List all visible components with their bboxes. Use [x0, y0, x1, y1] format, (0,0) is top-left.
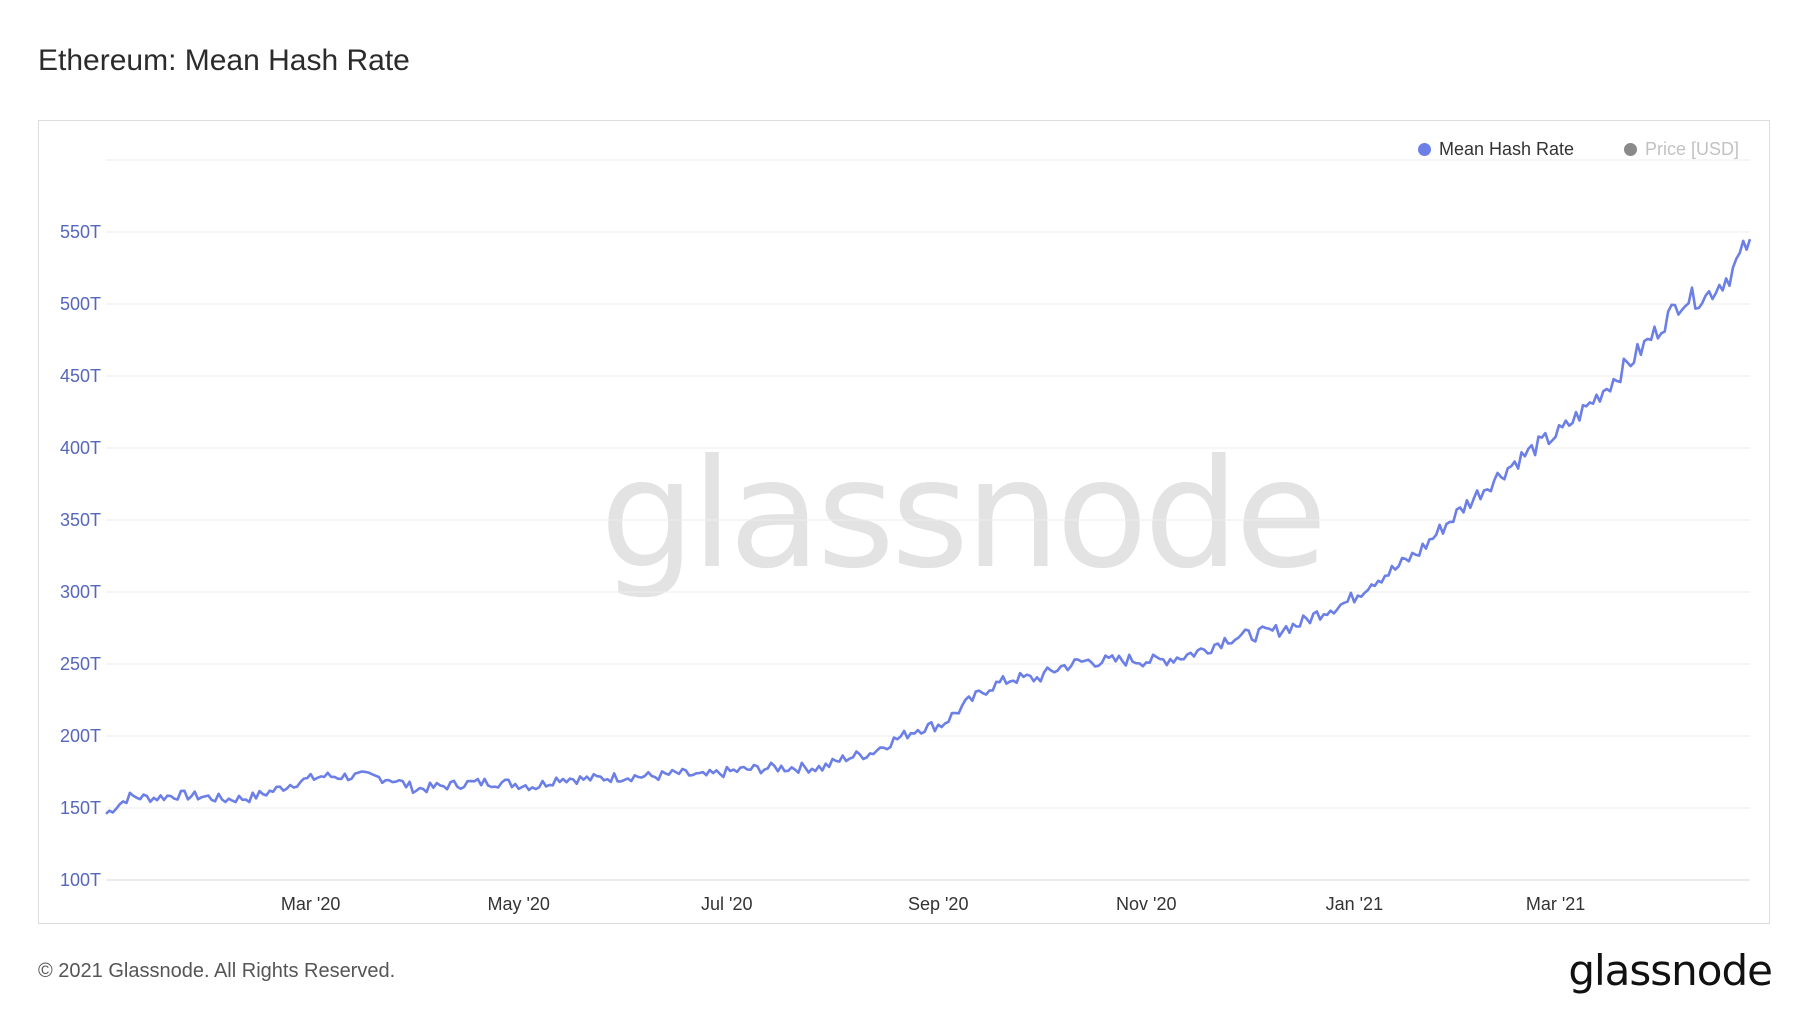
- y-tick-label: 450T: [60, 366, 101, 386]
- x-tick-label: Jan '21: [1326, 894, 1383, 914]
- x-tick-label: May '20: [487, 894, 549, 914]
- y-tick-label: 350T: [60, 510, 101, 530]
- y-tick-label: 300T: [60, 582, 101, 602]
- gridlines: [106, 159, 1750, 881]
- y-axis-ticks: 100T 150T 200T 250T 300T 350T 400T 450T 500T 550T: [60, 222, 101, 890]
- legend-item-mean-hash-rate[interactable]: Mean Hash Rate: [1418, 139, 1574, 160]
- legend-item-price-usd[interactable]: Price [USD]: [1624, 139, 1739, 160]
- legend-dot-icon: [1624, 143, 1637, 156]
- x-tick-label: Mar '21: [1526, 894, 1585, 914]
- y-tick-label: 500T: [60, 294, 101, 314]
- y-tick-label: 100T: [60, 870, 101, 890]
- legend-label: Price [USD]: [1645, 139, 1740, 159]
- y-tick-label: 200T: [60, 726, 101, 746]
- x-tick-label: Mar '20: [281, 894, 340, 914]
- x-tick-label: Jul '20: [701, 894, 752, 914]
- y-tick-label: 250T: [60, 654, 101, 674]
- y-tick-label: 150T: [60, 798, 101, 818]
- x-tick-label: Sep '20: [908, 894, 969, 914]
- series-line-mean-hash-rate: [105, 238, 1752, 815]
- chart-title: Ethereum: Mean Hash Rate: [38, 44, 410, 77]
- footer-copyright: © 2021 Glassnode. All Rights Reserved.: [38, 960, 396, 982]
- y-tick-label: 550T: [60, 222, 101, 242]
- legend-dot-icon: [1418, 143, 1431, 156]
- chart-frame: [38, 120, 1770, 924]
- legend-label: Mean Hash Rate: [1439, 139, 1575, 159]
- x-axis-ticks: Mar '20 May '20 Jul '20 Sep '20 Nov '20 Jan '…: [281, 894, 1585, 914]
- footer-logo: glassnode: [1568, 946, 1773, 995]
- y-tick-label: 400T: [60, 438, 101, 458]
- x-tick-label: Nov '20: [1116, 894, 1176, 914]
